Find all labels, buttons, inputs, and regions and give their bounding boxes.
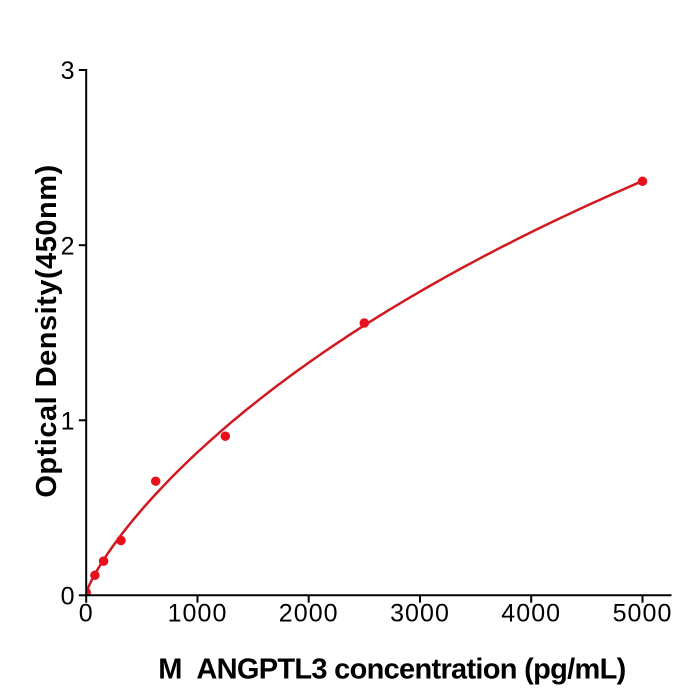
svg-text:2: 2 — [61, 232, 75, 260]
svg-text:4000: 4000 — [501, 600, 561, 628]
svg-text:3: 3 — [61, 57, 75, 85]
svg-text:0: 0 — [61, 582, 75, 610]
svg-text:1000: 1000 — [168, 600, 228, 628]
svg-text:3000: 3000 — [390, 600, 450, 628]
svg-text:2000: 2000 — [279, 600, 339, 628]
svg-text:1: 1 — [61, 407, 75, 435]
svg-text:5000: 5000 — [613, 600, 673, 628]
svg-text:M ANGPTL3 concentration (pg/m: M ANGPTL3 concentration (pg/mL) — [158, 654, 625, 686]
svg-text:0: 0 — [79, 600, 94, 628]
svg-text:Optical Density(450nm): Optical Density(450nm) — [31, 164, 63, 497]
